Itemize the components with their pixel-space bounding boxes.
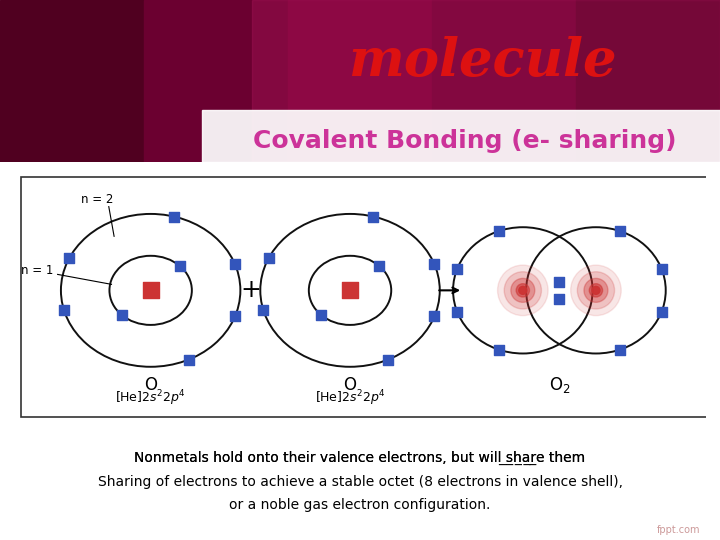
Circle shape [577,272,615,309]
Circle shape [519,286,527,294]
Point [229,260,240,268]
Circle shape [516,284,529,297]
Point [614,227,626,235]
Point [428,312,440,321]
Point [554,278,565,286]
Point [168,212,179,221]
Point [183,355,194,364]
Text: fppt.com: fppt.com [657,525,700,535]
Point [263,254,274,262]
Bar [0,0,144,162]
Point [656,308,667,316]
Point [344,286,356,295]
Bar [144,0,288,162]
Point [174,261,186,270]
Text: +: + [240,278,261,302]
Circle shape [592,286,600,294]
Point [614,346,626,354]
Bar [432,0,576,162]
Point [63,254,75,262]
Point [258,306,269,314]
Point [493,227,505,235]
Text: n = 1: n = 1 [21,264,53,276]
Circle shape [511,279,535,302]
Point [145,286,156,295]
Circle shape [571,265,621,315]
Bar [202,110,720,162]
Circle shape [584,279,608,302]
Point [493,346,505,354]
Circle shape [498,265,548,315]
Text: n = 2: n = 2 [81,193,113,206]
Text: Covalent Bonding (e- sharing): Covalent Bonding (e- sharing) [253,129,676,153]
Text: Nonmetals hold onto their valence electrons, but will ̲s̲h̲a̲r̲e them: Nonmetals hold onto their valence electr… [135,451,585,465]
Bar [288,0,432,162]
Bar [576,0,720,162]
Point [374,261,385,270]
Text: [He]2$s^2$2$p^4$: [He]2$s^2$2$p^4$ [315,388,385,408]
Point [58,306,70,314]
Circle shape [589,284,603,297]
Point [451,265,463,273]
Point [229,312,240,321]
Text: O$_2$: O$_2$ [549,375,570,395]
Point [554,295,565,303]
Point [116,310,127,319]
Text: molecule: molecule [348,36,616,87]
Text: or a noble gas electron configuration.: or a noble gas electron configuration. [229,498,491,512]
Text: [He]2$s^2$2$p^4$: [He]2$s^2$2$p^4$ [115,388,186,408]
Point [656,265,667,273]
Text: Sharing of electrons to achieve a stable octet (8 electrons in valence shell),: Sharing of electrons to achieve a stable… [97,475,623,489]
Text: O: O [144,376,157,394]
Point [315,310,327,319]
Text: O: O [343,376,356,394]
Circle shape [504,272,541,309]
Point [367,212,379,221]
Point [451,308,463,316]
Bar [252,0,720,162]
Point [428,260,440,268]
Point [382,355,394,364]
Text: Nonmetals hold onto their valence electrons, but will share them: Nonmetals hold onto their valence electr… [135,451,585,465]
